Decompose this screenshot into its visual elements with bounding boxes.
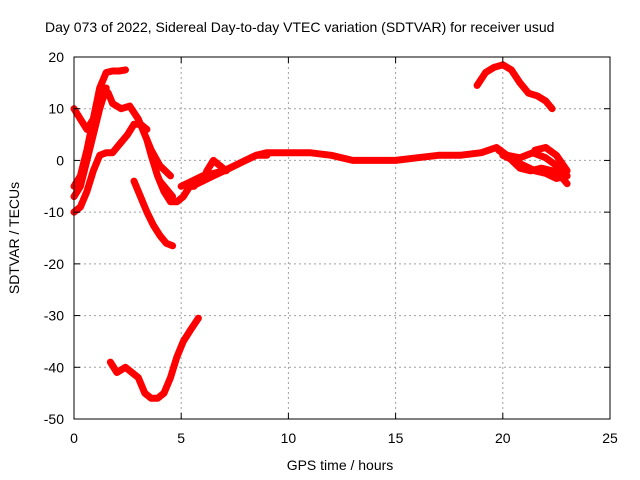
chart-title: Day 073 of 2022, Sidereal Day-to-day VTE…	[45, 19, 554, 35]
series-line-arc-4	[70, 84, 110, 201]
x-tick-label: 15	[388, 430, 404, 446]
axis-ticks: 0 5 10 15 20 25 -50 -40 -30 -20 -10 0 10 20	[44, 49, 618, 446]
series-line-arc-7	[156, 177, 177, 201]
x-tick-label: 0	[70, 430, 78, 446]
series-group	[70, 61, 571, 402]
y-tick-label: -30	[44, 308, 64, 324]
series-line-arc-5	[143, 136, 198, 206]
series-line-arc-15	[473, 61, 556, 113]
x-tick-label: 20	[495, 430, 511, 446]
y-tick-label: 0	[56, 152, 64, 168]
y-tick-label: 10	[48, 101, 64, 117]
x-tick-label: 25	[602, 430, 618, 446]
y-tick-label: -40	[44, 359, 64, 375]
series-line-arc-6	[130, 177, 177, 250]
y-axis-label: SDTVAR / TECUs	[6, 182, 22, 294]
grid	[74, 57, 610, 419]
y-tick-label: -50	[44, 411, 64, 427]
y-tick-label: 20	[48, 49, 64, 65]
y-tick-label: -10	[44, 204, 64, 220]
x-tick-label: 5	[177, 430, 185, 446]
series-line-arc-8	[106, 314, 202, 402]
x-axis-label: GPS time / hours	[287, 457, 394, 473]
series-line-arc-13	[499, 151, 571, 182]
series-line-arc-11	[199, 156, 230, 185]
series-line-arc-3	[70, 120, 151, 216]
series-line-arc-14	[531, 144, 571, 175]
x-tick-label: 10	[281, 430, 297, 446]
y-tick-label: -20	[44, 256, 64, 272]
plot-frame	[73, 56, 611, 420]
